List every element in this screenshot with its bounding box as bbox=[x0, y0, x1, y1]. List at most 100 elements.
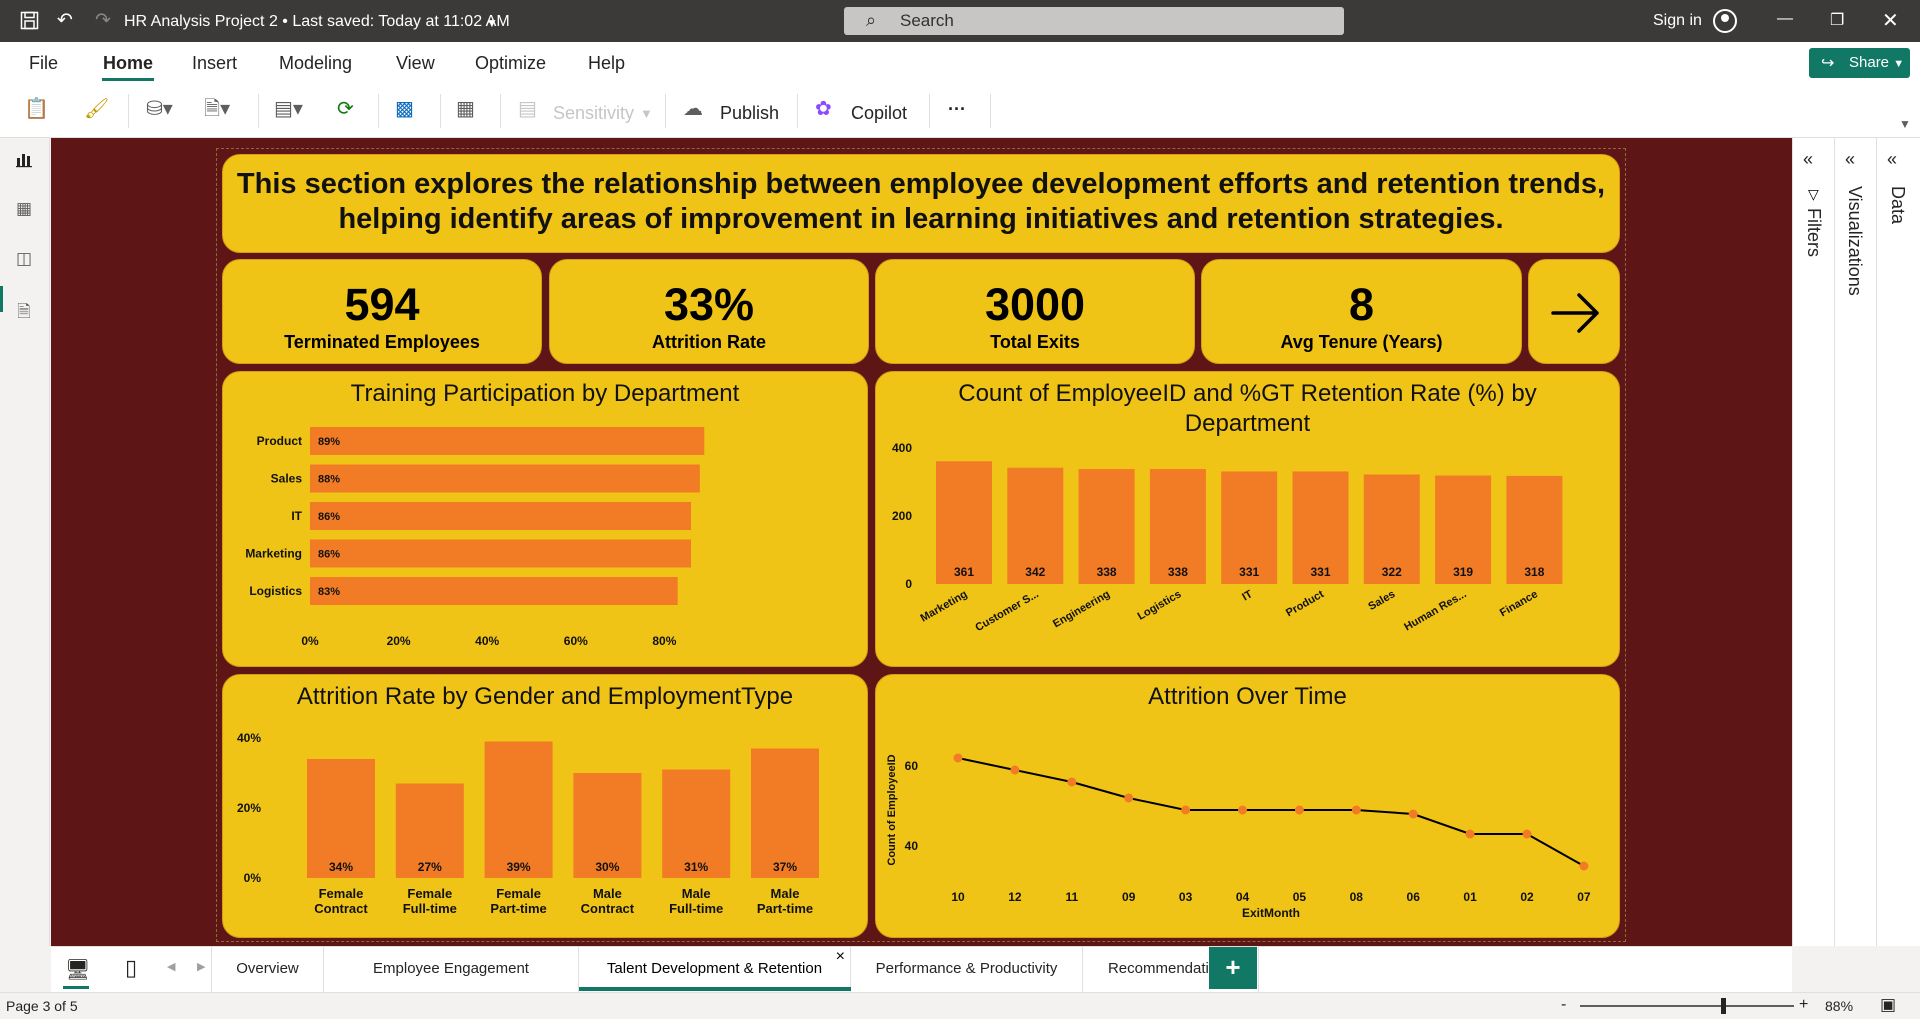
data-label: 89% bbox=[318, 436, 340, 448]
restore-icon[interactable]: ❐ bbox=[1830, 12, 1845, 29]
scroll-right-icon[interactable]: ▶ bbox=[197, 961, 206, 973]
format-painter-icon[interactable]: 🖌 bbox=[84, 98, 110, 120]
attrition-by-gender-type-chart[interactable]: Attrition Rate by Gender and EmploymentT… bbox=[222, 674, 868, 938]
tab-recommendations[interactable]: Recommendations bbox=[1083, 947, 1259, 993]
bar bbox=[1435, 475, 1492, 584]
menu-help[interactable]: Help bbox=[588, 53, 626, 73]
menu-modeling[interactable]: Modeling bbox=[279, 53, 353, 73]
get-data-icon[interactable]: ⛁▾ bbox=[146, 98, 173, 120]
avatar[interactable] bbox=[1713, 9, 1737, 33]
attrition-over-time-chart[interactable]: Attrition Over Time 60 40 Count of Employe… bbox=[875, 674, 1620, 938]
menu-home[interactable]: Home bbox=[103, 53, 154, 73]
category-label: Full-time bbox=[669, 901, 723, 916]
menu-file[interactable]: File bbox=[29, 53, 59, 73]
save-icon[interactable] bbox=[20, 11, 39, 35]
ribbon-collapse-icon[interactable]: ▼ bbox=[1899, 117, 1911, 131]
chart-svg: 0%20%40%34%FemaleContract27%FemaleFull-t… bbox=[237, 731, 819, 916]
data-label: 34% bbox=[329, 860, 353, 874]
kpi-attrition-rate[interactable]: 33% Attrition Rate bbox=[549, 259, 869, 364]
menu-optimize[interactable]: Optimize bbox=[475, 53, 547, 73]
minimize-icon[interactable]: — bbox=[1777, 10, 1793, 27]
data-pane[interactable]: « Data bbox=[1876, 138, 1920, 946]
y-tick-label: 0 bbox=[905, 577, 912, 591]
scroll-left-icon[interactable]: ◀ bbox=[167, 961, 176, 973]
visualizations-pane[interactable]: « Visualizations bbox=[1834, 138, 1876, 946]
arrow-right-icon bbox=[1551, 293, 1599, 333]
share-button[interactable]: ↪ Share ▼ bbox=[1809, 48, 1910, 78]
zoom-slider-thumb[interactable] bbox=[1721, 998, 1726, 1014]
desktop-layout-icon[interactable]: 🖥 bbox=[65, 959, 91, 981]
dax-query-view-icon[interactable]: 🗎 bbox=[17, 302, 31, 321]
x-tick-label: 02 bbox=[1520, 890, 1534, 904]
expand-filters-icon[interactable]: « bbox=[1803, 149, 1814, 169]
model-view-icon[interactable]: ◫ bbox=[15, 249, 33, 268]
bar bbox=[751, 748, 819, 878]
tab-employee-engagement[interactable]: Employee Engagement bbox=[324, 947, 579, 993]
table-view-icon[interactable]: ▦ bbox=[15, 199, 33, 218]
category-label: IT bbox=[291, 509, 302, 523]
search-icon: ⌕ bbox=[866, 10, 877, 30]
x-tick-label: 80% bbox=[652, 634, 676, 648]
data-label: 27% bbox=[418, 860, 442, 874]
data-label: 342 bbox=[1025, 565, 1045, 579]
data-point bbox=[1522, 829, 1532, 839]
transform-data-icon[interactable]: ▤▾ bbox=[274, 98, 303, 120]
title-dropdown-icon[interactable]: ▼ bbox=[486, 16, 498, 30]
category-label: Logistics bbox=[1136, 588, 1184, 623]
paste-icon[interactable]: 📋 bbox=[24, 98, 49, 120]
tab-overview[interactable]: Overview bbox=[212, 947, 324, 993]
publish-icon[interactable]: ☁ bbox=[683, 98, 703, 120]
chart-svg: 60 40 Count of EmployeeID 10 12 11 09 03 04 05 08 0… bbox=[886, 753, 1591, 920]
close-icon[interactable]: ✕ bbox=[1882, 10, 1899, 32]
zoom-in-button[interactable]: + bbox=[1799, 996, 1809, 1013]
category-label: Customer S... bbox=[973, 588, 1040, 634]
training-participation-chart[interactable]: Training Participation by Department Pro… bbox=[222, 371, 868, 667]
kpi-terminated-employees[interactable]: 594 Terminated Employees bbox=[222, 259, 542, 364]
recent-sources-icon[interactable]: 🗎▾ bbox=[204, 98, 231, 120]
copilot-icon[interactable]: ✿ bbox=[815, 98, 832, 120]
bar bbox=[662, 769, 731, 878]
report-view-icon[interactable] bbox=[13, 150, 35, 170]
series-line bbox=[957, 757, 1585, 867]
menu-view[interactable]: View bbox=[396, 53, 435, 73]
close-tab-icon[interactable]: × bbox=[835, 948, 845, 965]
visualizations-label: Visualizations bbox=[1845, 186, 1865, 296]
filters-label: Filters bbox=[1804, 208, 1824, 257]
tab-talent-development-retention[interactable]: Talent Development & Retention × bbox=[579, 947, 851, 993]
kpi-total-exits[interactable]: 3000 Total Exits bbox=[875, 259, 1195, 364]
employee-count-by-department-chart[interactable]: Count of EmployeeID and %GT Retention Ra… bbox=[875, 371, 1620, 667]
data-label: 31% bbox=[684, 860, 708, 874]
mobile-layout-icon[interactable]: ▯ bbox=[125, 955, 138, 980]
active-menu-indicator bbox=[102, 78, 154, 81]
ribbon-toolbar: 📋 🖌 ⛁▾ 🗎▾ ▤▾ ⟳ ▩ ▦ ▤ Sensitivity ▼ ☁ Pub… bbox=[0, 82, 1920, 138]
bar bbox=[1149, 469, 1206, 584]
y-tick-label: 40 bbox=[905, 839, 919, 853]
undo-icon[interactable]: ↶ bbox=[57, 10, 73, 31]
filters-pane[interactable]: « ▽ Filters bbox=[1792, 138, 1834, 946]
document-title: HR Analysis Project 2 • Last saved: Toda… bbox=[124, 13, 510, 30]
search-input[interactable]: ⌕ Search bbox=[844, 7, 1344, 35]
menu-insert[interactable]: Insert bbox=[192, 53, 238, 73]
redo-icon[interactable]: ↷ bbox=[95, 10, 111, 31]
fit-to-page-icon[interactable]: ▣ bbox=[1880, 995, 1897, 1014]
refresh-icon[interactable]: ⟳ bbox=[337, 98, 354, 120]
calculator-icon[interactable]: ▦ bbox=[456, 98, 475, 120]
zoom-out-button[interactable]: - bbox=[1561, 996, 1567, 1013]
zoom-level[interactable]: 88% bbox=[1825, 998, 1854, 1014]
data-label: Data bbox=[1888, 186, 1908, 225]
category-label: Part-time bbox=[757, 901, 813, 916]
new-visual-icon[interactable]: ▩ bbox=[395, 98, 414, 120]
more-options-button[interactable]: ··· bbox=[948, 99, 966, 119]
zoom-slider[interactable] bbox=[1580, 1005, 1794, 1007]
next-page-button[interactable] bbox=[1528, 259, 1620, 364]
publish-button[interactable]: Publish bbox=[720, 103, 780, 123]
add-page-button[interactable]: + bbox=[1209, 947, 1257, 989]
kpi-avg-tenure[interactable]: 8 Avg Tenure (Years) bbox=[1201, 259, 1522, 364]
sign-in-link[interactable]: Sign in bbox=[1653, 12, 1702, 29]
expand-visualizations-icon[interactable]: « bbox=[1845, 149, 1856, 169]
tab-performance-productivity[interactable]: Performance & Productivity bbox=[851, 947, 1083, 993]
copilot-button[interactable]: Copilot bbox=[851, 103, 908, 123]
expand-data-icon[interactable]: « bbox=[1887, 149, 1898, 169]
tabs-separator bbox=[211, 947, 212, 993]
category-label: Male bbox=[593, 886, 622, 901]
